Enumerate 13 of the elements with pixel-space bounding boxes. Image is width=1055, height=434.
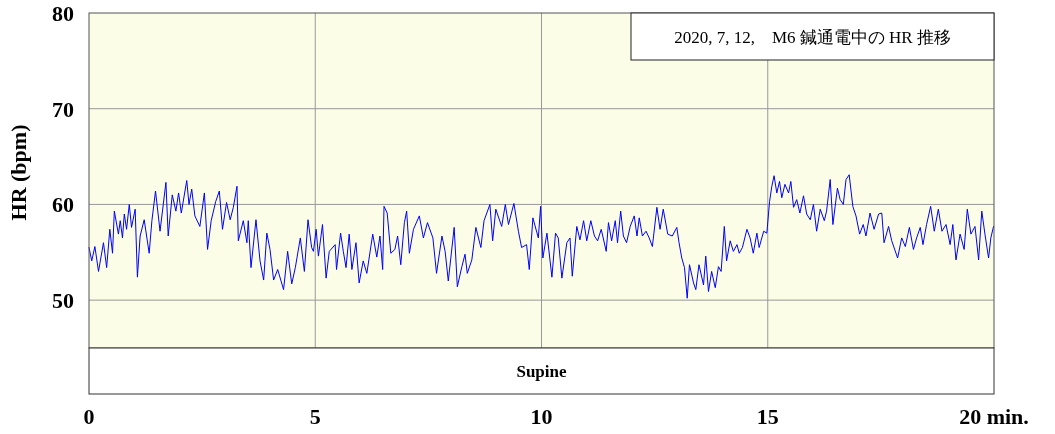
y-tick-label: 80 <box>52 1 74 26</box>
text: Supine <box>516 362 567 381</box>
title-box: 2020, 7, 12, M6 鍼通電中の HR 推移 <box>630 12 995 61</box>
y-tick-label: 70 <box>52 96 74 122</box>
line-series <box>88 174 995 299</box>
x-tick-label: 15 <box>756 404 779 429</box>
y-tick-label: 60 <box>52 192 74 218</box>
x-tick-label: 0 <box>83 404 95 429</box>
y-axis-title: HR (bpm) <box>6 124 31 221</box>
x-tick-label: 5 <box>309 404 321 429</box>
x-tick-label: 10 <box>530 404 553 429</box>
x-tick-label: 20 min. <box>959 404 1029 429</box>
y-tick-label: 50 <box>52 288 74 314</box>
